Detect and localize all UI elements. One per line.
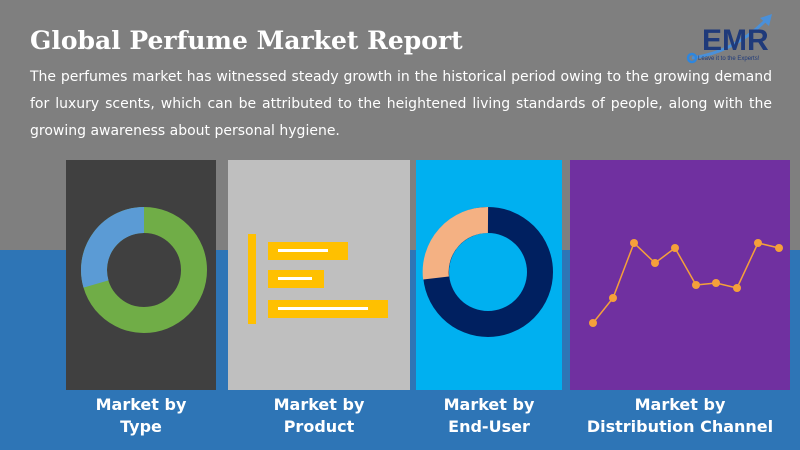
emr-logo: EMR Leave it to the Experts! [686, 14, 772, 64]
caption-line: End-User [448, 417, 530, 436]
caption-end-user: Market by End-User [416, 394, 562, 438]
svg-text:Leave it to the Experts!: Leave it to the Experts! [698, 56, 760, 62]
caption-type: Market by Type [66, 394, 216, 438]
svg-text:EMR: EMR [702, 24, 769, 57]
panel-market-by-type[interactable] [66, 160, 216, 390]
bar-chart-icon [248, 234, 388, 324]
donut-chart-icon [81, 207, 207, 333]
caption-product: Market by Product [228, 394, 410, 438]
caption-line: Market by [443, 395, 535, 414]
description: The perfumes market has witnessed steady… [30, 69, 772, 139]
caption-line: Market by [634, 395, 726, 414]
panel-market-by-product[interactable] [228, 160, 410, 390]
caption-line: Market by [273, 395, 365, 414]
line-chart-icon [589, 239, 783, 327]
panel-market-by-end-user[interactable] [416, 160, 562, 390]
caption-line: Market by [95, 395, 187, 414]
page-title: Global Perfume Market Report [30, 26, 463, 55]
donut-chart-icon [422, 206, 553, 337]
panel-market-by-distribution-channel[interactable] [570, 160, 790, 390]
caption-line: Distribution Channel [586, 417, 774, 436]
caption-line: Product [283, 417, 355, 436]
caption-distribution-channel: Market by Distribution Channel [570, 394, 790, 438]
caption-line: Type [120, 417, 162, 436]
